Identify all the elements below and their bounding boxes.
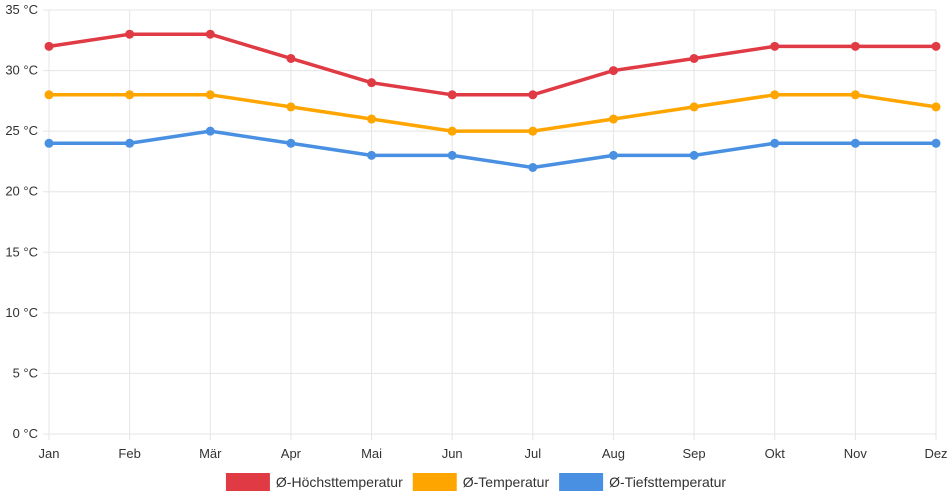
data-point xyxy=(931,41,941,51)
data-point xyxy=(850,41,860,51)
data-point xyxy=(205,29,215,39)
series-layer xyxy=(44,29,941,172)
x-tick-label: Dez xyxy=(924,446,947,461)
x-tick-label: Aug xyxy=(602,446,625,461)
data-point xyxy=(125,90,135,100)
legend-item: Ø-Temperatur xyxy=(412,473,550,491)
data-point xyxy=(528,162,538,172)
legend-label: Ø-Tiefsttemperatur xyxy=(609,474,726,490)
data-point xyxy=(850,138,860,148)
y-tick-label: 20 °C xyxy=(5,184,38,199)
data-point xyxy=(367,150,377,160)
y-tick-label: 35 °C xyxy=(5,2,38,17)
data-point xyxy=(447,90,457,100)
series-line-0 xyxy=(47,32,938,97)
x-tick-label: Mär xyxy=(199,446,222,461)
y-tick-label: 25 °C xyxy=(5,123,38,138)
data-point xyxy=(608,150,618,160)
legend: Ø-Höchsttemperatur Ø-Temperatur Ø-Tiefstte… xyxy=(225,473,726,491)
data-point xyxy=(205,126,215,136)
y-tick-label: 30 °C xyxy=(5,63,38,78)
y-tick-label: 0 °C xyxy=(13,426,38,441)
data-point xyxy=(528,126,538,136)
legend-swatch xyxy=(225,473,270,491)
data-point xyxy=(447,126,457,136)
data-point xyxy=(286,138,296,148)
legend-item: Ø-Tiefsttemperatur xyxy=(559,473,726,491)
data-point xyxy=(931,138,941,148)
data-point xyxy=(367,78,377,88)
legend-swatch xyxy=(412,473,457,491)
legend-swatch xyxy=(559,473,604,491)
data-point xyxy=(44,90,54,100)
y-tick-label: 5 °C xyxy=(13,365,38,380)
y-tick-label: 10 °C xyxy=(5,305,38,320)
data-point xyxy=(44,41,54,51)
legend-label: Ø-Temperatur xyxy=(463,474,550,490)
x-tick-label: Sep xyxy=(683,446,706,461)
data-point xyxy=(205,90,215,100)
x-tick-label: Jan xyxy=(39,446,60,461)
data-point xyxy=(286,102,296,112)
series-line-2 xyxy=(47,129,938,170)
data-point xyxy=(770,90,780,100)
data-point xyxy=(689,53,699,63)
data-point xyxy=(850,90,860,100)
data-point xyxy=(367,114,377,124)
data-point xyxy=(608,114,618,124)
data-point xyxy=(125,29,135,39)
legend-label: Ø-Höchsttemperatur xyxy=(276,474,403,490)
x-tick-label: Jul xyxy=(525,446,542,461)
x-tick-label: Feb xyxy=(118,446,140,461)
data-point xyxy=(447,150,457,160)
grid-layer xyxy=(43,9,937,440)
x-tick-label: Apr xyxy=(281,446,302,461)
series-line-1 xyxy=(47,93,938,133)
x-tick-label: Nov xyxy=(844,446,868,461)
data-point xyxy=(931,102,941,112)
data-point xyxy=(44,138,54,148)
data-point xyxy=(286,53,296,63)
data-point xyxy=(528,90,538,100)
data-point xyxy=(608,66,618,76)
data-point xyxy=(125,138,135,148)
data-point xyxy=(689,150,699,160)
axis-layer: 0 °C 5 °C 10 °C 15 °C 20 °C 25 °C 30 °C 35 °C Ja… xyxy=(5,2,947,461)
x-tick-label: Mai xyxy=(361,446,382,461)
y-tick-label: 15 °C xyxy=(5,244,38,259)
data-point xyxy=(770,41,780,51)
data-point xyxy=(689,102,699,112)
data-point xyxy=(770,138,780,148)
legend-item: Ø-Höchsttemperatur xyxy=(225,473,403,491)
x-tick-label: Okt xyxy=(765,446,786,461)
x-tick-label: Jun xyxy=(442,446,463,461)
